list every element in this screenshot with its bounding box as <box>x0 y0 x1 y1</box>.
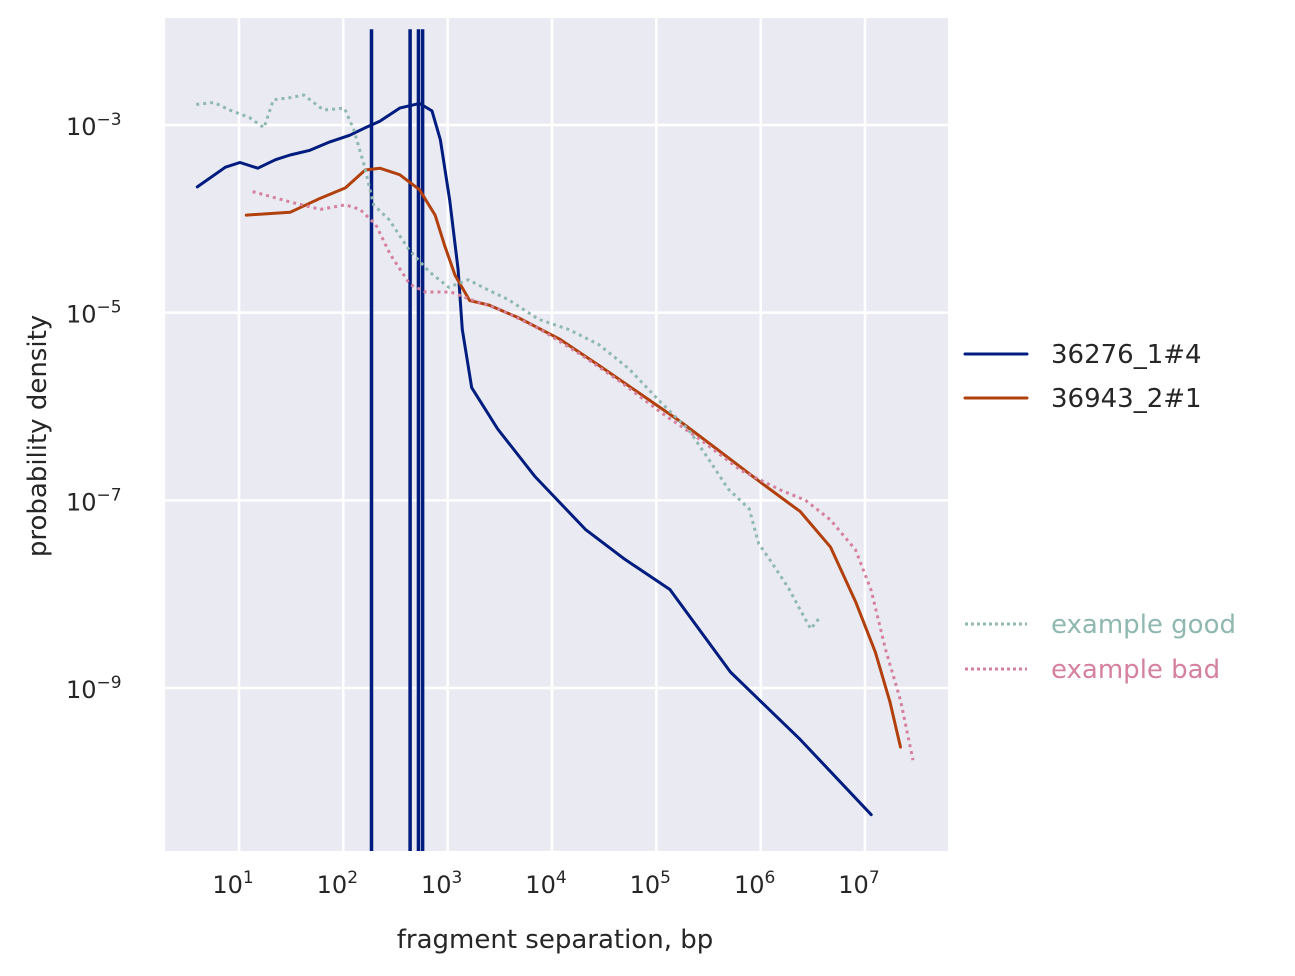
y-axis-label: probability density <box>23 315 53 557</box>
legend-label: example bad <box>1051 655 1220 685</box>
y-tick-label: 10−3 <box>66 110 122 141</box>
y-tick-label: 10−7 <box>66 485 122 516</box>
x-tick-label: 103 <box>421 868 462 899</box>
x-tick-label: 101 <box>212 868 253 899</box>
x-tick-label: 102 <box>317 868 358 899</box>
series-line-example-good <box>196 93 821 631</box>
series-line-example-bad <box>252 190 915 761</box>
x-tick-label: 104 <box>525 868 566 899</box>
legend-label: 36276_1#4 <box>1051 340 1202 370</box>
series-layer <box>195 29 915 851</box>
x-tick-label: 105 <box>630 868 671 899</box>
legend-label: 36943_2#1 <box>1051 384 1202 414</box>
y-tick-label: 10−9 <box>66 673 122 704</box>
y-tick-label: 10−5 <box>66 298 122 329</box>
y-axis-ticks: 10−3 10−5 10−7 10−9 <box>66 110 122 704</box>
x-tick-label: 106 <box>734 868 775 899</box>
gridlines <box>165 18 948 851</box>
x-tick-label: 107 <box>838 868 879 899</box>
x-axis-label: fragment separation, bp <box>397 925 713 955</box>
x-axis-ticks: 101 102 103 104 105 106 107 <box>212 868 879 899</box>
series-line-36276-1-4 <box>195 101 873 817</box>
legend-label: example good <box>1051 610 1236 640</box>
plot-area <box>165 18 948 851</box>
